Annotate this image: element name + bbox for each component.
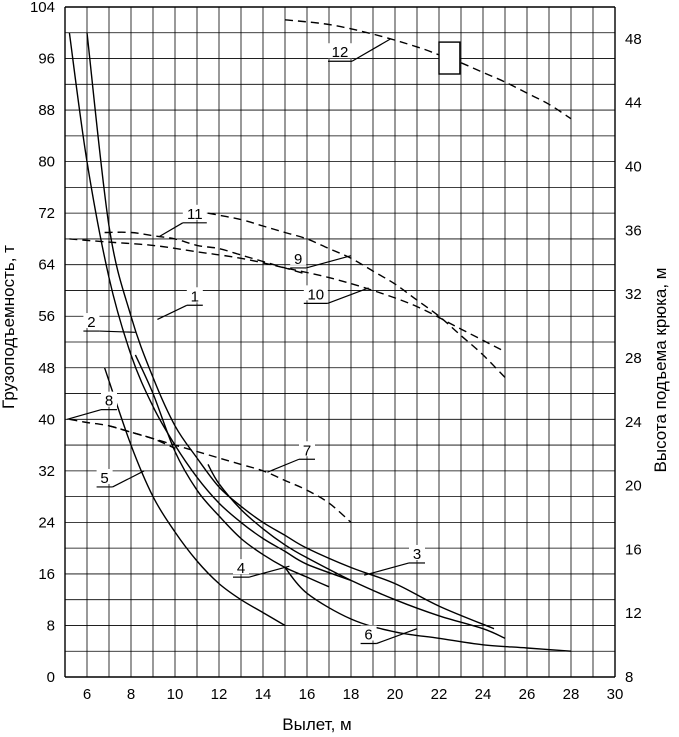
callout-backing — [409, 544, 425, 560]
series-curve-6 — [284, 567, 572, 652]
callout-leader — [267, 458, 300, 473]
y-tick-label: 96 — [38, 51, 55, 68]
y-tick-label: 48 — [38, 360, 55, 377]
callout-leader — [99, 330, 136, 333]
callout-leader — [327, 287, 369, 304]
y2-tick-label: 20 — [625, 478, 642, 495]
y-tick-label: 56 — [38, 308, 55, 325]
callout-label-7: 7 — [303, 442, 311, 459]
callout-label-4: 4 — [237, 560, 245, 577]
callout-label-10: 10 — [307, 286, 324, 303]
x-tick-label: 26 — [519, 686, 536, 703]
callout-backing — [101, 391, 117, 407]
series-curve-9 — [207, 212, 506, 378]
series-curve-5 — [103, 367, 286, 627]
series-curve-3 — [207, 464, 506, 639]
callout-leader — [67, 409, 102, 420]
y-tick-label: 72 — [38, 205, 55, 222]
y-tick-label: 24 — [38, 514, 55, 531]
y2-tick-label: 24 — [625, 414, 642, 431]
y-tick-label: 8 — [47, 617, 55, 634]
callout-label-6: 6 — [364, 627, 372, 644]
series-curve-12 — [284, 19, 572, 120]
x-tick-label: 8 — [127, 686, 135, 703]
callout-label-1: 1 — [191, 288, 199, 305]
y2-tick-label: 44 — [625, 95, 642, 112]
callout-leader — [306, 255, 352, 269]
callout-label-11: 11 — [187, 206, 203, 223]
y2-tick-label: 32 — [625, 286, 642, 303]
y-tick-label: 32 — [38, 463, 55, 480]
x-tick-label: 30 — [607, 686, 624, 703]
y2-tick-label: 40 — [625, 159, 642, 176]
callout-backing — [186, 287, 203, 303]
series-curve-2 — [68, 32, 352, 582]
callout-backing — [360, 625, 377, 641]
marker-box — [438, 41, 461, 75]
y2-tick-label: 12 — [625, 605, 642, 622]
y-tick-label: 80 — [38, 154, 55, 171]
x-tick-label: 24 — [475, 686, 492, 703]
y-tick-label: 88 — [38, 102, 55, 119]
callout-leader — [112, 470, 145, 488]
callout-backing — [290, 249, 307, 265]
callout-backing — [328, 43, 352, 59]
x-tick-label: 16 — [299, 686, 316, 703]
callout-leader — [248, 565, 290, 578]
callout-backing — [299, 441, 315, 457]
callout-backing — [96, 468, 113, 484]
x-axis-title: Вылет, м — [282, 715, 351, 734]
x-tick-label: 10 — [167, 686, 184, 703]
y2-tick-label: 36 — [625, 222, 642, 239]
y2-tick-label: 8 — [625, 669, 633, 686]
y2-axis-title: Высота подъема крюка, м — [651, 268, 670, 473]
series-curve-11 — [104, 231, 308, 276]
y2-tick-label: 28 — [625, 350, 642, 367]
callout-label-9: 9 — [294, 251, 302, 268]
callout-label-3: 3 — [413, 546, 421, 563]
x-tick-label: 12 — [211, 686, 228, 703]
y-tick-label: 104 — [30, 0, 55, 16]
y-tick-label: 16 — [38, 566, 55, 583]
series-curve-4 — [134, 354, 330, 588]
callout-backing — [182, 204, 207, 220]
callout-backing — [233, 559, 249, 575]
x-tick-label: 14 — [255, 686, 272, 703]
x-tick-label: 22 — [431, 686, 448, 703]
data-series — [68, 19, 572, 652]
grid-lines — [64, 6, 616, 678]
callout-leader — [351, 38, 391, 62]
callout-label-2: 2 — [87, 314, 95, 331]
x-tick-label: 18 — [343, 686, 360, 703]
y-tick-label: 40 — [38, 411, 55, 428]
series-curve-7 — [108, 425, 352, 523]
y-tick-label: 0 — [47, 669, 55, 686]
callout-label-12: 12 — [332, 44, 349, 61]
y2-tick-label: 48 — [625, 31, 642, 48]
callout-label-8: 8 — [105, 393, 113, 410]
x-tick-label: 20 — [387, 686, 404, 703]
callout-backing — [303, 285, 328, 301]
axis-tick-labels: 6 8 10 12 14 16 18 20 22 24 26 28 300816243240485664… — [30, 0, 642, 703]
y2-tick-label: 16 — [625, 541, 642, 558]
callout-leader — [159, 222, 184, 237]
callout-leader — [157, 304, 188, 320]
series-curve-8 — [69, 418, 176, 449]
x-tick-label: 28 — [563, 686, 580, 703]
callout-leader — [376, 628, 418, 645]
x-tick-label: 6 — [83, 686, 91, 703]
series-curve-1 — [86, 32, 495, 630]
callout-backing — [83, 313, 100, 329]
y-axis-title: Грузоподъемность, т — [0, 245, 18, 409]
callout-label-5: 5 — [100, 470, 108, 487]
series-curve-10 — [69, 238, 506, 353]
callout-leader — [364, 562, 410, 576]
y-tick-label: 64 — [38, 257, 55, 274]
